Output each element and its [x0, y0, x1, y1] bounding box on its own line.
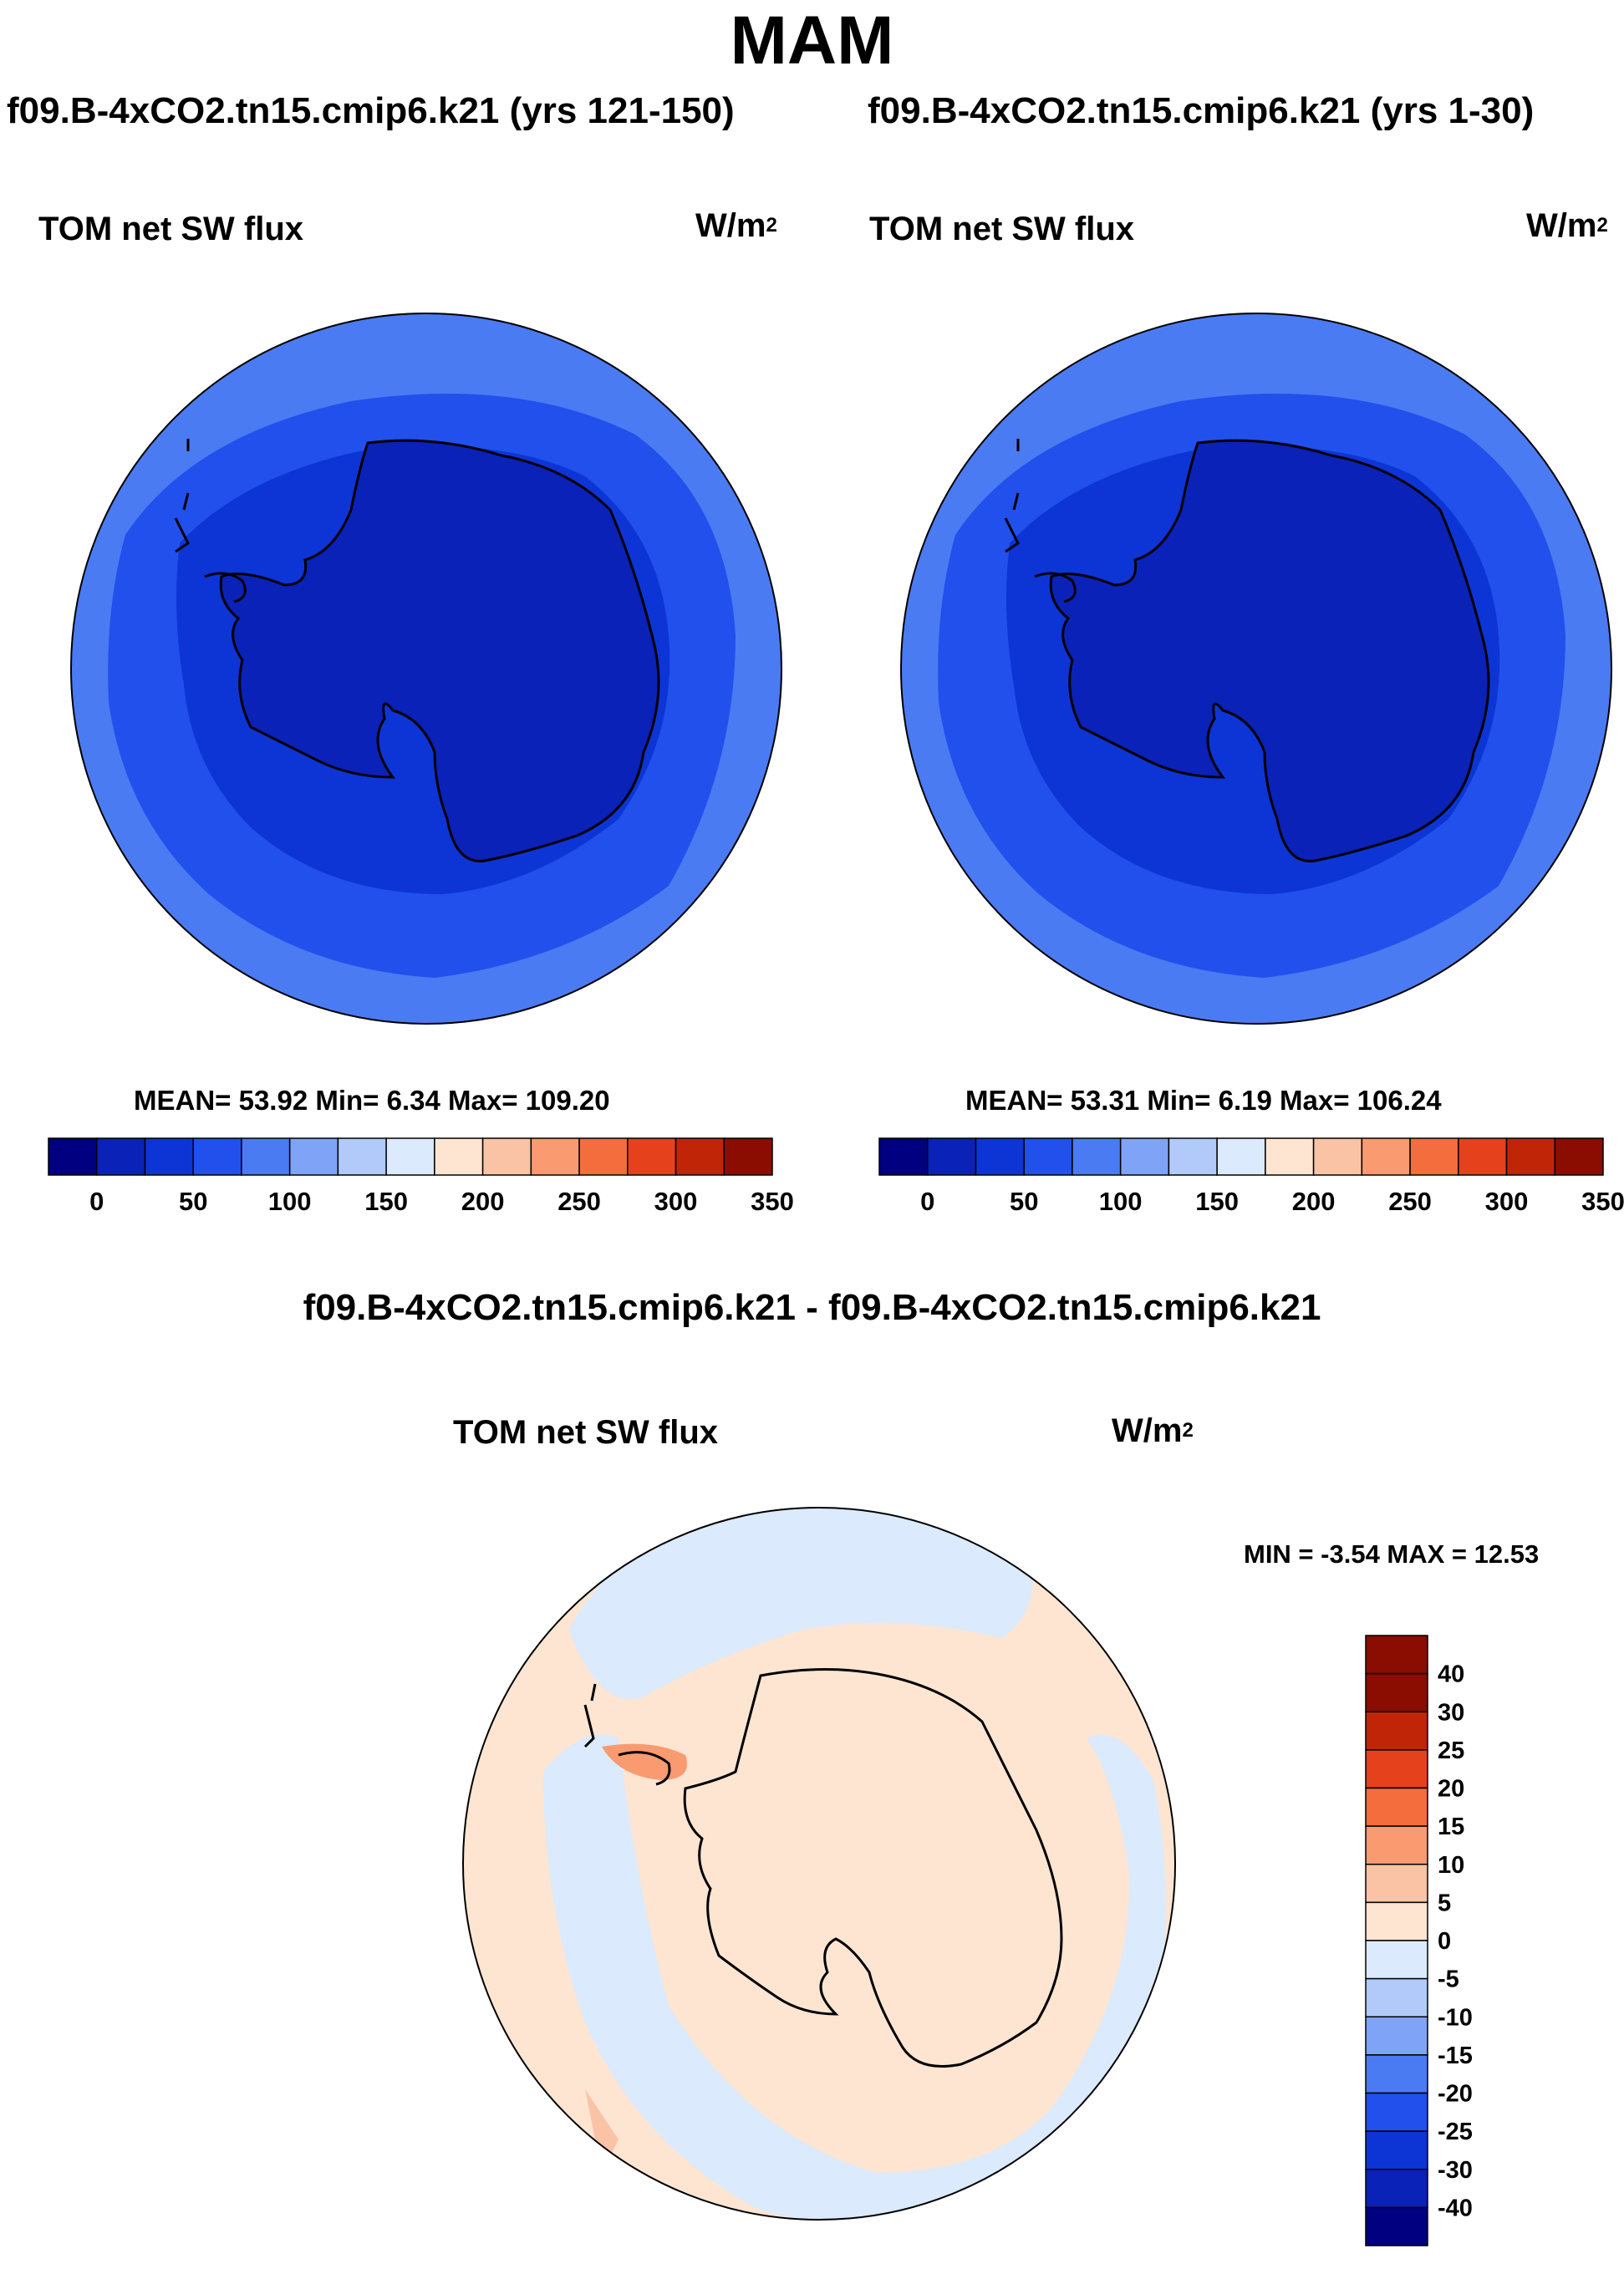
colorbar-swatch — [1365, 1977, 1428, 2017]
colorbar-tick-label: 20 — [1438, 1776, 1464, 1803]
colorbar-tick-label: 300 — [1485, 1187, 1529, 1216]
colorbar-tick-label: 150 — [364, 1187, 408, 1216]
colorbar-tick-label: 0 — [920, 1187, 934, 1216]
figure-title: MAM — [730, 3, 894, 79]
colorbar-tick-label: 25 — [1438, 1737, 1464, 1764]
panel2-antarctica-continent — [1049, 439, 1490, 862]
colorbar-tick-label: -40 — [1438, 2195, 1473, 2221]
colorbar-swatch — [192, 1137, 242, 1176]
colorbar-tick-label: 100 — [268, 1187, 312, 1216]
colorbar-swatch — [530, 1137, 580, 1176]
panel1-stats: MEAN= 53.92 Min= 6.34 Max= 109.20 — [134, 1085, 610, 1116]
colorbar-swatch — [1072, 1137, 1122, 1176]
colorbar-tick-label: 50 — [1010, 1187, 1038, 1216]
colorbar-tick-label: 40 — [1438, 1661, 1464, 1688]
colorbar-swatch — [95, 1137, 146, 1176]
colorbar-tick-label: 0 — [1438, 1928, 1451, 1955]
colorbar-tick-label: 10 — [1438, 1852, 1464, 1879]
colorbar-swatch — [1365, 1672, 1428, 1712]
colorbar-tick-label: 100 — [1099, 1187, 1143, 1216]
colorbar-tick-label: 15 — [1438, 1814, 1464, 1840]
diff-colorbar: 40 30 25 20 15 10 5 0 -5 -10 -15 -20 -25 -30 -40 — [1365, 1635, 1473, 2246]
panel2-case-title: f09.B-4xCO2.tn15.cmip6.k21 (yrs 1-30) — [868, 90, 1535, 131]
colorbar-swatch — [1505, 1137, 1556, 1176]
diff-variable-label: TOM net SW flux — [453, 1414, 719, 1451]
colorbar-swatch — [385, 1137, 435, 1176]
colorbar-swatch — [288, 1137, 339, 1176]
colorbar-swatch — [723, 1137, 773, 1176]
colorbar-tick-label: 5 — [1438, 1890, 1451, 1916]
colorbar-swatch — [1365, 1864, 1428, 1904]
colorbar-swatch — [1365, 1825, 1428, 1865]
colorbar-swatch — [1365, 1749, 1428, 1789]
colorbar-tick-label: -15 — [1438, 2043, 1473, 2069]
panel1-units-label: W/m2 — [695, 207, 777, 244]
diff-northern-band-neg — [568, 1508, 1033, 1700]
colorbar-swatch — [1365, 2169, 1428, 2209]
colorbar-swatch — [1365, 1787, 1428, 1827]
colorbar-tick-label: -25 — [1438, 2119, 1473, 2145]
panel2-units-label: W/m2 — [1526, 207, 1608, 244]
colorbar-swatch — [1365, 1901, 1428, 1941]
colorbar-swatch — [144, 1137, 194, 1176]
colorbar-swatch — [926, 1137, 977, 1176]
diff-units-label: W/m2 — [1112, 1412, 1194, 1449]
colorbar-tick-label: 300 — [654, 1187, 698, 1216]
colorbar-swatch — [1365, 2206, 1428, 2246]
panel1-south-america-coast — [71, 439, 190, 536]
colorbar-tick-label: -20 — [1438, 2081, 1473, 2108]
colorbar-swatch — [1365, 2054, 1428, 2094]
panel2-south-america-coast — [901, 439, 1020, 536]
panel2-variable-label: TOM net SW flux — [869, 211, 1135, 247]
colorbar-swatch — [1365, 2016, 1428, 2056]
colorbar-swatch — [578, 1137, 629, 1176]
colorbar-tick-label: 250 — [557, 1187, 601, 1216]
colorbar-tick-label: 350 — [1581, 1187, 1624, 1216]
colorbar-swatch — [337, 1137, 387, 1176]
colorbar-tick-label: 200 — [461, 1187, 505, 1216]
colorbar-swatch — [1365, 1711, 1428, 1751]
panel2-antarctic-peninsula-coast — [1004, 492, 1077, 603]
colorbar-swatch — [1168, 1137, 1218, 1176]
diff-antarctica-continent — [683, 1668, 1063, 2068]
colorbar-swatch — [1365, 1940, 1428, 1980]
colorbar-swatch — [675, 1137, 725, 1176]
panel1-case-title: f09.B-4xCO2.tn15.cmip6.k21 (yrs 121-150) — [7, 90, 735, 131]
colorbar-tick-label: -10 — [1438, 2004, 1473, 2031]
colorbar-tick-label: 200 — [1292, 1187, 1336, 1216]
colorbar-swatch — [1365, 2092, 1428, 2132]
colorbar-tick-label: -5 — [1438, 1966, 1459, 1993]
colorbar-swatch — [627, 1137, 677, 1176]
colorbar-tick-label: 250 — [1388, 1187, 1432, 1216]
diff-stats: MIN = -3.54 MAX = 12.53 — [1244, 1539, 1540, 1569]
diff-southern-ring-neg — [543, 1734, 1166, 2220]
colorbar-swatch — [48, 1137, 98, 1176]
colorbar-swatch — [1365, 1635, 1428, 1675]
colorbar-swatch — [975, 1137, 1025, 1176]
colorbar-swatch — [878, 1137, 929, 1176]
colorbar-swatch — [1554, 1137, 1604, 1176]
diff-panel-title: f09.B-4xCO2.tn15.cmip6.k21 - f09.B-4xCO2… — [303, 1287, 1321, 1328]
diff-antarctic-peninsula-coast — [583, 1683, 671, 1786]
panel2-stats: MEAN= 53.31 Min= 6.19 Max= 106.24 — [965, 1085, 1442, 1116]
colorbar-tick-label: 50 — [179, 1187, 207, 1216]
colorbar-tick-label: -30 — [1438, 2157, 1473, 2184]
panel2-colorbar: 0 50 100 150 200 250 300 350 — [878, 1137, 1624, 1216]
colorbar-swatch — [1023, 1137, 1073, 1176]
colorbar-tick-label: 0 — [89, 1187, 104, 1216]
colorbar-tick-label: 350 — [751, 1187, 794, 1216]
colorbar-tick-label: 30 — [1438, 1699, 1464, 1726]
colorbar-swatch — [481, 1137, 532, 1176]
panel1-variable-label: TOM net SW flux — [38, 211, 304, 247]
colorbar-tick-label: 150 — [1195, 1187, 1239, 1216]
panel1-colorbar: 0 50 100 150 200 250 300 350 — [48, 1137, 794, 1216]
colorbar-swatch — [1365, 2130, 1428, 2170]
panel1-antarctica-continent — [219, 439, 660, 862]
colorbar-swatch — [434, 1137, 484, 1176]
panel1-antarctic-peninsula-coast — [174, 492, 247, 603]
